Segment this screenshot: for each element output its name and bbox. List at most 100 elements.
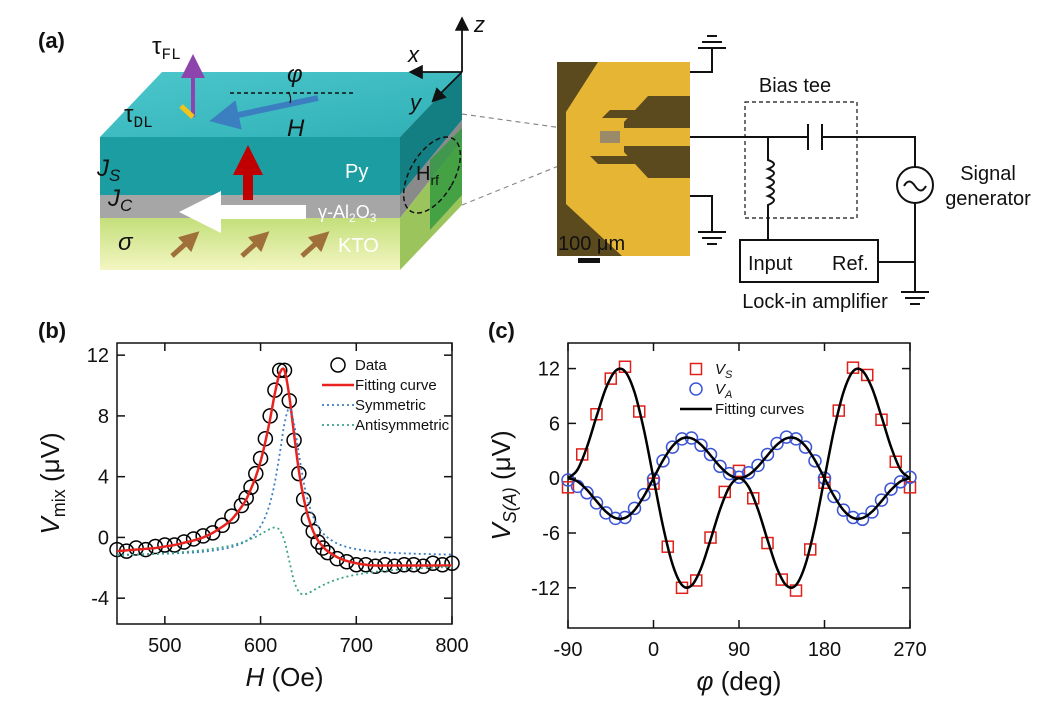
signal-generator-label: Signal [960, 163, 1016, 185]
data-point [425, 555, 441, 571]
symbol: τ [124, 101, 134, 128]
symbol: φ [697, 666, 714, 696]
data-point [741, 465, 756, 480]
y-tick-label: 12 [87, 345, 109, 367]
arrows [170, 16, 599, 258]
subscript: S [109, 166, 121, 185]
x-tick-label: 800 [435, 635, 468, 657]
input-label: Input [748, 253, 793, 275]
label: y [408, 90, 423, 115]
symbol: H [416, 163, 430, 185]
legend-label: VA [715, 381, 732, 401]
y-tick-label: -6 [542, 523, 560, 545]
data-point [248, 465, 264, 482]
fit-line [116, 367, 452, 567]
data-point [775, 573, 788, 586]
data-point [836, 503, 851, 517]
ref-label: Ref. [832, 253, 869, 275]
y-tick-label: 6 [549, 413, 560, 435]
y-axis-label: Vmix (μV) [35, 432, 69, 534]
symbol: τ [152, 33, 162, 60]
unit: (μV) [486, 430, 516, 480]
label: Hrf [416, 163, 439, 188]
text: O [356, 202, 370, 222]
subscript: DL [133, 114, 152, 132]
signal-generator-label: generator [945, 188, 1031, 210]
x-tick-label: 270 [893, 639, 926, 661]
legend-label: Fitting curve [355, 377, 437, 394]
data-point [238, 490, 254, 506]
panel-label: (c) [488, 318, 515, 343]
subscript: 3 [370, 211, 377, 225]
subscript: 2 [349, 211, 356, 225]
device-labels: τFL τDL φ H z x y JS JC Py Hrf γ-Al2O3 σ… [96, 12, 485, 257]
circuit [690, 35, 934, 305]
data-point [760, 447, 775, 462]
x-axis-label: H (Oe) [245, 662, 323, 692]
label: H [287, 115, 305, 142]
data-point [224, 508, 240, 524]
symbol: H [245, 662, 264, 692]
data-point [444, 555, 460, 571]
data-point [874, 493, 889, 507]
data-point [747, 492, 760, 505]
data-point [732, 464, 746, 478]
legend-label: Data [355, 357, 387, 374]
fit-line [116, 526, 453, 596]
unit: (μV) [35, 432, 65, 482]
panel-label: (a) [38, 28, 65, 53]
subscript: C [120, 196, 133, 215]
subscript: S(A) [500, 487, 520, 523]
legend-label: VS [715, 361, 733, 381]
text: γ-Al [318, 202, 349, 222]
x-tick-label: -90 [554, 639, 583, 661]
space [714, 666, 721, 696]
label: z [473, 12, 485, 37]
subscript: FL [161, 46, 180, 64]
data-point [637, 487, 651, 502]
y-tick-label: 8 [98, 406, 109, 428]
x-tick-label: 500 [148, 635, 181, 657]
y-tick-label: 4 [98, 467, 109, 489]
y-tick-label: 12 [538, 359, 560, 381]
subscript: S [725, 369, 733, 381]
data-point [675, 432, 689, 446]
bias-tee-label: Bias tee [759, 75, 831, 97]
data-point [589, 496, 604, 510]
data-point [233, 497, 250, 514]
data-point [865, 505, 879, 519]
data-point [618, 510, 632, 525]
y-tick-label: 0 [98, 527, 109, 549]
data-point [661, 540, 674, 553]
data-point [195, 528, 211, 544]
data-point [315, 540, 331, 556]
y-axis-label: VS(A) (μV) [486, 430, 520, 540]
scale-bar-label: 100 μm [558, 233, 625, 255]
y-tick-label: -4 [91, 588, 109, 610]
legend-marker [689, 382, 703, 396]
data-point [713, 459, 727, 474]
symbol: J [107, 185, 121, 212]
data-point [808, 454, 822, 468]
data-point [903, 481, 917, 494]
micrograph [557, 62, 690, 263]
legend-label: Symmetric [355, 397, 426, 414]
label: KTO [338, 235, 379, 257]
legend-marker [689, 362, 703, 376]
label: x [407, 42, 420, 67]
data-point [204, 525, 221, 541]
data-point [561, 481, 575, 494]
y-tick-label: -12 [531, 578, 560, 600]
label: JS [96, 155, 121, 185]
data-point [798, 440, 813, 454]
unit: (deg) [721, 666, 782, 696]
x-tick-label: 90 [728, 639, 750, 661]
symbol: V [486, 521, 516, 541]
data-point [694, 438, 708, 453]
panel-label: (b) [38, 318, 66, 343]
subscript: A [724, 389, 732, 401]
device-block [100, 72, 462, 270]
data-point [656, 454, 670, 468]
symbol: V [35, 515, 65, 535]
label: φ [287, 61, 303, 88]
